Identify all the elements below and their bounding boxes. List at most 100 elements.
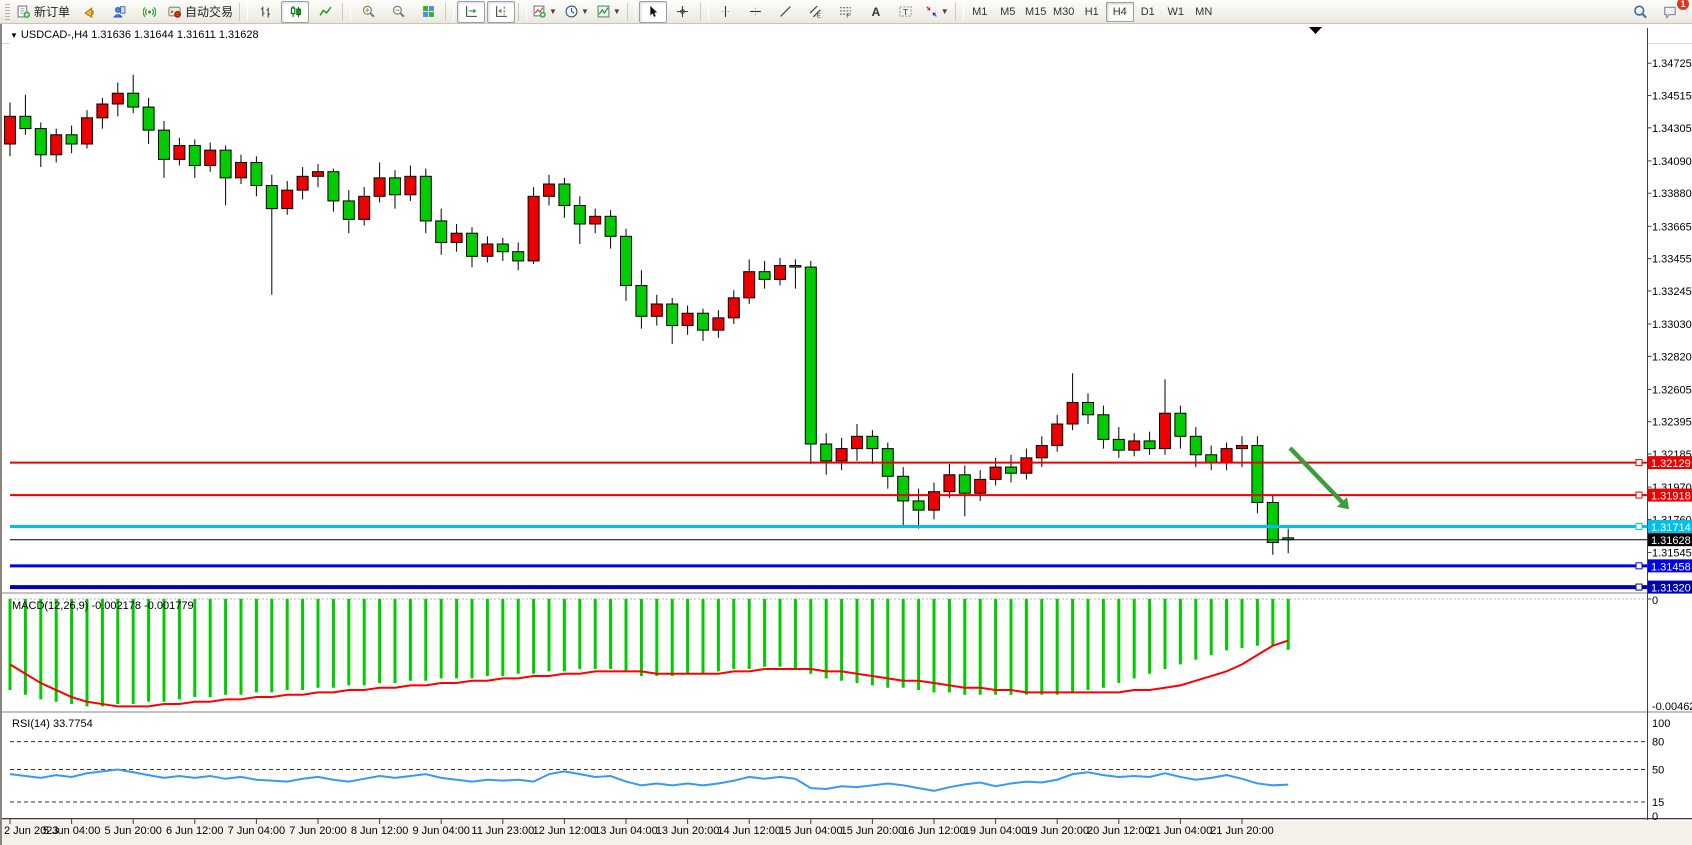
bars-icon — [260, 6, 270, 18]
hline-handle[interactable] — [1635, 583, 1643, 591]
timeframe-button-H4[interactable]: H4 — [1105, 1, 1134, 22]
chat-icon — [1664, 6, 1676, 19]
svg-text:T: T — [903, 7, 909, 17]
rsi-axis-label: 15 — [1652, 797, 1664, 809]
toolbar-grip[interactable] — [5, 3, 10, 20]
bear-candle — [958, 474, 971, 494]
time-tick-label: 16 Jun 12:00 — [902, 825, 966, 837]
bar-chart-button[interactable] — [251, 1, 279, 23]
arrows-button[interactable]: ▼ — [922, 1, 952, 23]
chat-button[interactable]: 1 — [1656, 0, 1689, 23]
vline-button[interactable] — [712, 1, 740, 23]
toolbar-separator — [342, 2, 352, 21]
new-order-button[interactable]: 新订单 — [14, 1, 73, 23]
auto-scroll-button[interactable] — [457, 0, 486, 23]
bear-candle — [142, 106, 155, 131]
fibonacci-button[interactable]: F — [832, 1, 860, 23]
macd-panel[interactable]: 0 -0.004626 — [8, 595, 1692, 713]
timeframe-button-W1[interactable]: W1 — [1167, 5, 1184, 18]
cursor-button[interactable] — [638, 0, 667, 23]
dropdown-caret-icon[interactable]: ▼ — [580, 7, 589, 16]
chart-canvas[interactable]: 1.34725 1.34515 1.34305 1.34090 1.33880 1.336… — [2, 24, 1692, 845]
label-button[interactable]: T — [892, 1, 920, 23]
bear-candle — [219, 149, 232, 179]
bear-candle — [758, 271, 771, 280]
alerts-button[interactable] — [75, 1, 103, 23]
chart-shift-button[interactable] — [487, 0, 516, 23]
timeframe-button-M15[interactable]: M15 — [1025, 5, 1047, 18]
bull-candle — [774, 265, 786, 280]
price-tick-label: 1.33880 — [1652, 188, 1692, 200]
price-tick-label: 1.34090 — [1652, 156, 1692, 168]
time-tick-label: 20 Jun 12:00 — [1087, 825, 1151, 837]
macd-indicator-label: MACD(12,26,9) -0.002178 -0.001779 — [12, 600, 194, 612]
periods-button[interactable]: ▼ — [562, 1, 592, 23]
time-tick-label: 15 Jun 20:00 — [841, 825, 905, 837]
zoom-out-icon — [392, 5, 405, 18]
bull-candle — [1220, 448, 1233, 463]
arrows-icon — [926, 6, 937, 17]
toolbar-separator — [626, 2, 636, 21]
signals-button[interactable] — [135, 1, 163, 23]
time-tick-label: 2 Jun 2023 — [4, 825, 58, 837]
templates-button[interactable]: ▼ — [594, 1, 624, 23]
bull-candle — [81, 117, 93, 145]
hline-handle[interactable] — [1635, 562, 1643, 570]
bear-candle — [912, 500, 925, 511]
zoom-out-button[interactable] — [384, 1, 412, 23]
bear-candle — [250, 161, 263, 187]
rsi-panel[interactable]: 100 80 50 15 0 — [9, 718, 1670, 823]
arrow-annotation[interactable] — [1288, 446, 1349, 510]
timeframe-button-H1[interactable]: H1 — [1084, 5, 1099, 18]
timeframe-button-M30[interactable]: M30 — [1053, 5, 1075, 18]
trendline-button[interactable] — [772, 1, 800, 23]
timeframe-button-MN[interactable]: MN — [1195, 5, 1213, 18]
text-icon: A — [872, 5, 881, 18]
one-click-expander-icon[interactable]: ▼ — [10, 31, 18, 40]
channel-icon: E — [809, 5, 821, 18]
bear-candle — [265, 185, 278, 210]
tile-icon — [422, 6, 434, 17]
indicators-button[interactable]: ▼ — [530, 1, 560, 23]
zoom-in-button[interactable] — [354, 1, 382, 23]
dropdown-caret-icon[interactable]: ▼ — [549, 7, 557, 16]
bear-candle — [604, 215, 617, 237]
candlestick-button[interactable] — [281, 0, 310, 23]
chart-info-line: ▼ USDCAD-,H4 1.31636 1.31644 1.31611 1.31… — [10, 29, 259, 41]
hline-handle[interactable] — [1635, 522, 1643, 530]
bull-candle — [727, 297, 740, 319]
bull-candle — [527, 195, 540, 262]
toolbar-separator — [699, 2, 709, 21]
price-tick-label: 1.31545 — [1652, 547, 1692, 559]
svg-text:1.31714: 1.31714 — [1651, 522, 1691, 534]
bear-candle — [1189, 435, 1202, 456]
search-button[interactable] — [1626, 1, 1654, 23]
line-chart-button[interactable] — [311, 1, 339, 23]
community-button[interactable] — [105, 1, 133, 23]
hline-handle[interactable] — [1635, 491, 1643, 499]
time-tick-label: 7 Jun 20:00 — [289, 825, 347, 837]
timeframe-button-D1[interactable]: D1 — [1140, 5, 1155, 18]
auto-trading-button[interactable]: 自动交易 — [165, 1, 236, 23]
dropdown-caret-icon[interactable]: ▼ — [612, 7, 621, 16]
hline-button[interactable] — [742, 1, 770, 23]
horizontal-line-objects — [10, 459, 1648, 591]
tile-windows-button[interactable] — [414, 1, 442, 23]
bear-candle — [19, 115, 32, 130]
channel-button[interactable]: E — [802, 1, 830, 23]
bear-candle — [866, 435, 879, 450]
timeframe-button-M1[interactable]: M1 — [972, 5, 988, 18]
bull-candle — [543, 183, 555, 197]
main-toolbar: 新订单 自动交易 ▼ ▼ ▼ E F A T ▼ M1 M5 M15 M30 H1 H4 D1 W1 MN 1 — [0, 0, 1692, 24]
bear-candle — [804, 266, 817, 445]
timeframe-button-M5[interactable]: M5 — [1000, 5, 1016, 18]
hline-handle[interactable] — [1635, 459, 1643, 467]
crosshair-button[interactable] — [669, 1, 697, 23]
price-chart-surface[interactable] — [10, 28, 1647, 592]
text-button[interactable]: A — [862, 1, 890, 23]
svg-text:E: E — [817, 13, 821, 18]
chart-window[interactable]: 1.34725 1.34515 1.34305 1.34090 1.33880 1.336… — [0, 24, 1692, 845]
dropdown-caret-icon[interactable]: ▼ — [940, 7, 949, 16]
macd-axis-label: -0.004626 — [1652, 701, 1692, 713]
